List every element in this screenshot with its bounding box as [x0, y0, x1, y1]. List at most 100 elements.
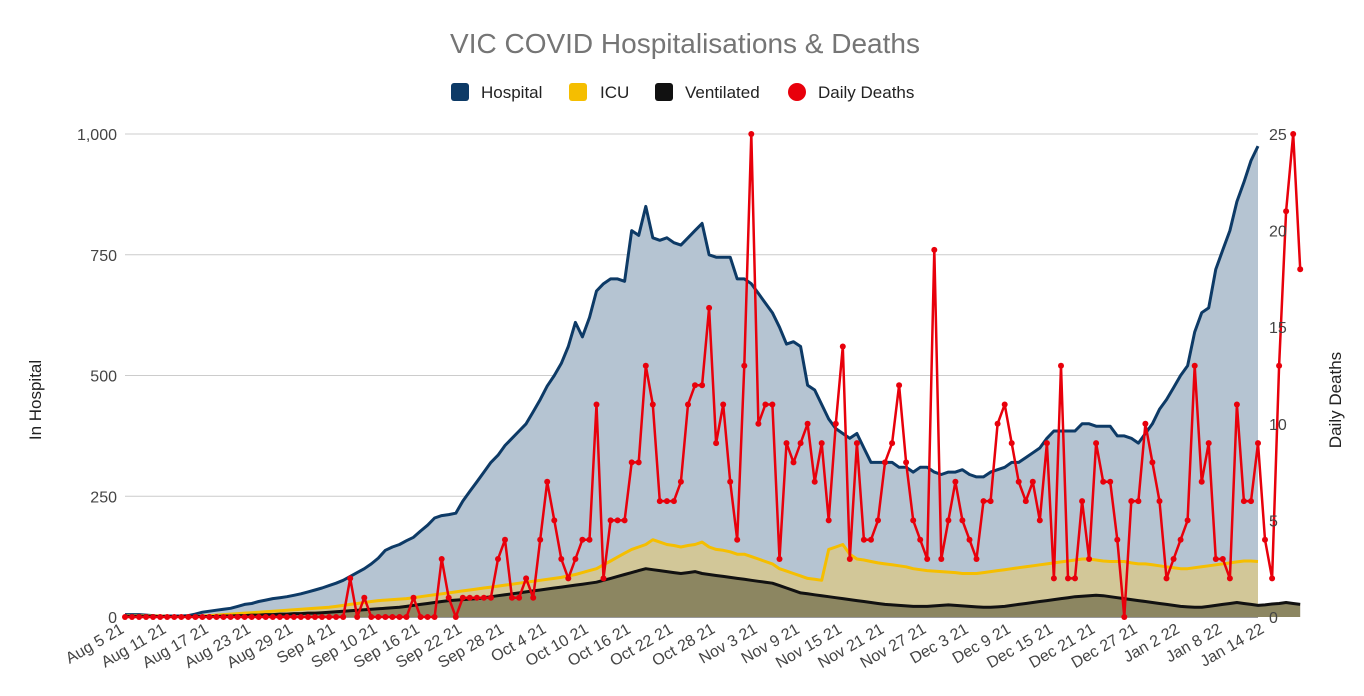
daily-deaths-point[interactable]: [790, 459, 797, 466]
daily-deaths-point[interactable]: [248, 614, 255, 620]
daily-deaths-point[interactable]: [959, 517, 966, 524]
daily-deaths-point[interactable]: [889, 440, 896, 447]
daily-deaths-point[interactable]: [572, 556, 579, 562]
daily-deaths-point[interactable]: [1029, 478, 1036, 485]
daily-deaths-point[interactable]: [776, 556, 783, 562]
daily-deaths-point[interactable]: [487, 594, 494, 601]
daily-deaths-point[interactable]: [1050, 575, 1057, 582]
daily-deaths-point[interactable]: [769, 401, 776, 408]
daily-deaths-point[interactable]: [143, 614, 150, 620]
daily-deaths-point[interactable]: [164, 614, 171, 620]
daily-deaths-point[interactable]: [1191, 362, 1198, 369]
daily-deaths-point[interactable]: [199, 614, 206, 620]
daily-deaths-point[interactable]: [1114, 536, 1121, 543]
daily-deaths-point[interactable]: [178, 614, 185, 620]
daily-deaths-point[interactable]: [628, 459, 635, 466]
daily-deaths-point[interactable]: [1093, 440, 1100, 447]
legend-item-hospital[interactable]: Hospital: [451, 83, 542, 102]
daily-deaths-point[interactable]: [1226, 575, 1233, 582]
daily-deaths-point[interactable]: [642, 362, 649, 369]
daily-deaths-point[interactable]: [670, 498, 677, 505]
daily-deaths-point[interactable]: [692, 382, 698, 389]
daily-deaths-point[interactable]: [403, 614, 410, 620]
daily-deaths-point[interactable]: [579, 536, 586, 543]
daily-deaths-point[interactable]: [368, 614, 375, 620]
daily-deaths-point[interactable]: [1036, 517, 1043, 524]
daily-deaths-point[interactable]: [600, 575, 607, 582]
daily-deaths-point[interactable]: [502, 536, 508, 543]
daily-deaths-point[interactable]: [734, 536, 741, 543]
daily-deaths-point[interactable]: [649, 401, 656, 408]
daily-deaths-point[interactable]: [565, 575, 572, 582]
daily-deaths-point[interactable]: [326, 614, 333, 620]
daily-deaths-point[interactable]: [241, 614, 248, 620]
daily-deaths-point[interactable]: [741, 362, 748, 369]
daily-deaths-point[interactable]: [1058, 362, 1064, 369]
daily-deaths-point[interactable]: [853, 440, 860, 447]
daily-deaths-point[interactable]: [903, 459, 910, 466]
daily-deaths-point[interactable]: [150, 614, 157, 620]
daily-deaths-point[interactable]: [994, 420, 1001, 427]
daily-deaths-point[interactable]: [720, 401, 727, 408]
daily-deaths-point[interactable]: [1240, 498, 1247, 505]
daily-deaths-point[interactable]: [297, 614, 304, 620]
daily-deaths-point[interactable]: [924, 556, 931, 562]
daily-deaths-point[interactable]: [255, 614, 262, 620]
daily-deaths-point[interactable]: [227, 614, 234, 620]
daily-deaths-point[interactable]: [431, 614, 438, 620]
daily-deaths-point[interactable]: [818, 440, 825, 447]
daily-deaths-point[interactable]: [361, 594, 368, 601]
daily-deaths-point[interactable]: [122, 614, 128, 620]
daily-deaths-point[interactable]: [1198, 478, 1205, 485]
daily-deaths-point[interactable]: [713, 440, 720, 447]
daily-deaths-point[interactable]: [480, 594, 487, 601]
daily-deaths-point[interactable]: [973, 556, 980, 562]
daily-deaths-point[interactable]: [846, 556, 853, 562]
daily-deaths-point[interactable]: [896, 382, 903, 389]
daily-deaths-point[interactable]: [1233, 401, 1240, 408]
daily-deaths-point[interactable]: [1065, 575, 1071, 582]
daily-deaths-point[interactable]: [1205, 440, 1212, 447]
daily-deaths-point[interactable]: [966, 536, 973, 543]
daily-deaths-point[interactable]: [614, 517, 621, 524]
daily-deaths-point[interactable]: [1177, 536, 1184, 543]
daily-deaths-point[interactable]: [1128, 498, 1135, 505]
daily-deaths-point[interactable]: [262, 614, 269, 620]
daily-deaths-point[interactable]: [987, 498, 994, 505]
daily-deaths-point[interactable]: [980, 498, 987, 505]
daily-deaths-point[interactable]: [917, 536, 924, 543]
daily-deaths-point[interactable]: [396, 614, 403, 620]
daily-deaths-point[interactable]: [727, 478, 734, 485]
daily-deaths-point[interactable]: [1086, 556, 1093, 562]
daily-deaths-point[interactable]: [1297, 266, 1304, 273]
daily-deaths-point[interactable]: [621, 517, 628, 524]
daily-deaths-point[interactable]: [1100, 478, 1107, 485]
daily-deaths-point[interactable]: [445, 594, 452, 601]
daily-deaths-point[interactable]: [635, 459, 642, 466]
daily-deaths-point[interactable]: [347, 575, 354, 582]
daily-deaths-point[interactable]: [910, 517, 917, 524]
daily-deaths-point[interactable]: [1008, 440, 1015, 447]
daily-deaths-point[interactable]: [663, 498, 670, 505]
daily-deaths-point[interactable]: [1163, 575, 1170, 582]
daily-deaths-point[interactable]: [1107, 478, 1114, 485]
daily-deaths-point[interactable]: [1184, 517, 1191, 524]
daily-deaths-point[interactable]: [319, 614, 325, 620]
daily-deaths-point[interactable]: [931, 246, 938, 253]
daily-deaths-point[interactable]: [748, 131, 755, 137]
legend-item-daily-deaths[interactable]: Daily Deaths: [788, 83, 914, 102]
daily-deaths-point[interactable]: [860, 536, 867, 543]
daily-deaths-point[interactable]: [832, 420, 839, 427]
daily-deaths-point[interactable]: [868, 536, 874, 543]
daily-deaths-point[interactable]: [1043, 440, 1050, 447]
daily-deaths-point[interactable]: [305, 614, 311, 620]
daily-deaths-point[interactable]: [354, 614, 361, 620]
daily-deaths-point[interactable]: [783, 440, 790, 447]
daily-deaths-point[interactable]: [157, 614, 164, 620]
daily-deaths-point[interactable]: [699, 382, 706, 389]
legend-item-icu[interactable]: ICU: [569, 83, 629, 102]
daily-deaths-point[interactable]: [544, 478, 551, 485]
daily-deaths-point[interactable]: [825, 517, 832, 524]
daily-deaths-point[interactable]: [607, 517, 614, 524]
daily-deaths-point[interactable]: [1149, 459, 1156, 466]
